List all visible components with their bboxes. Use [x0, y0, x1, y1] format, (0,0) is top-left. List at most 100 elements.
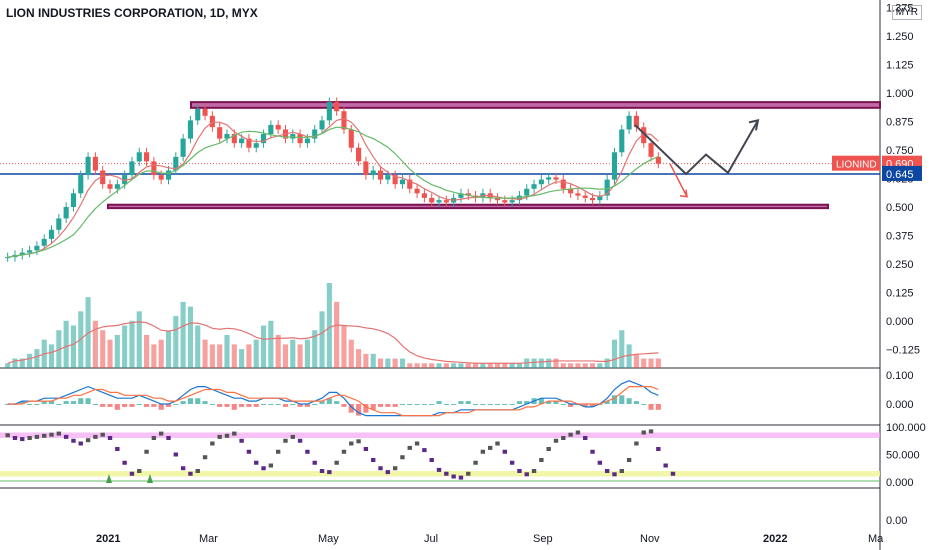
- macd-histogram-bar: [290, 404, 296, 405]
- volume-bar: [502, 363, 508, 368]
- stoch-dot: [583, 436, 588, 440]
- macd-histogram-bar: [524, 401, 530, 404]
- stoch-dot: [12, 436, 18, 440]
- candle-body: [356, 147, 362, 162]
- candle-body: [421, 193, 427, 198]
- macd-histogram-bar: [370, 404, 376, 410]
- candle-body: [312, 129, 318, 139]
- macd-histogram-bar: [78, 398, 84, 404]
- stoch-dot: [217, 434, 222, 439]
- candle-body: [436, 200, 442, 203]
- volume-bar: [531, 358, 537, 368]
- macd-histogram-bar: [363, 404, 369, 413]
- volume-bar: [202, 339, 208, 368]
- volume-bar: [165, 330, 172, 368]
- x-tick-label: Mar: [199, 533, 218, 545]
- stoch-dot: [670, 471, 676, 476]
- stoch-dot: [568, 432, 573, 437]
- volume-bar: [429, 363, 435, 368]
- stoch-dot: [144, 449, 149, 454]
- x-tick-label: Sep: [533, 533, 553, 545]
- volume-bar: [122, 325, 128, 368]
- volume-bar: [100, 330, 106, 368]
- candle-body: [414, 188, 420, 194]
- support-zone: [107, 203, 829, 210]
- macd-histogram-bar: [202, 401, 208, 404]
- candle-body: [575, 193, 581, 196]
- stoch-dot: [100, 432, 105, 437]
- volume-bar: [180, 301, 186, 368]
- volume-bar: [568, 363, 574, 368]
- macd-histogram-bar: [487, 404, 493, 405]
- stoch-dot: [400, 455, 405, 460]
- candle-body: [180, 138, 186, 157]
- stoch-dot: [341, 449, 347, 454]
- macd-histogram-bar: [312, 404, 318, 405]
- macd-histogram-bar: [473, 404, 479, 405]
- stoch-dot: [458, 475, 464, 480]
- candle-body: [341, 111, 347, 130]
- overbought-band: [0, 432, 880, 438]
- candle-body: [319, 120, 325, 130]
- stoch-dot: [663, 463, 668, 468]
- stoch-y-tick: 100.000: [886, 422, 926, 434]
- volume-bar: [348, 339, 354, 368]
- volume-bar: [70, 325, 77, 368]
- macd-histogram-bar: [239, 404, 245, 407]
- stoch-dot: [495, 441, 500, 446]
- volume-bar: [297, 344, 303, 368]
- macd-histogram-bar: [70, 401, 77, 404]
- y-tick-label: −0.125: [886, 345, 920, 357]
- candle-body: [560, 179, 566, 189]
- candle-body: [246, 138, 252, 148]
- currency-button[interactable]: MYR: [891, 5, 922, 20]
- stoch-dot: [392, 466, 398, 471]
- volume-bar: [151, 344, 157, 368]
- macd-histogram-bar: [63, 401, 69, 404]
- stoch-signal-marker: [106, 474, 112, 483]
- volume-bar: [158, 339, 164, 368]
- bottom-y-tick: 0.00: [886, 515, 907, 527]
- macd-histogram-bar: [399, 404, 406, 405]
- macd-histogram-bar: [180, 401, 186, 404]
- candle-body: [641, 127, 647, 144]
- x-tick-label: 2021: [96, 533, 120, 545]
- candle-body: [392, 175, 398, 185]
- volume-bar: [414, 363, 420, 368]
- support-value: 0.645: [886, 169, 914, 181]
- candle-body: [209, 115, 215, 128]
- macd-histogram-bar: [151, 404, 157, 407]
- macd-histogram-bar: [173, 404, 179, 405]
- volume-bar: [312, 330, 318, 368]
- candle-body: [85, 156, 91, 176]
- y-tick-label: 1.375: [886, 3, 914, 15]
- candle-body: [458, 193, 464, 198]
- y-tick-label: 0.500: [886, 202, 914, 214]
- macd-histogram-bar: [34, 404, 40, 405]
- volume-bar: [246, 344, 252, 368]
- stoch-dot: [575, 430, 581, 435]
- volume-bar: [92, 320, 98, 368]
- volume-bar: [341, 325, 347, 368]
- macd-histogram-bar: [516, 401, 522, 404]
- volume-bar: [648, 358, 654, 368]
- macd-histogram-bar: [275, 404, 281, 405]
- macd-histogram-bar: [568, 404, 574, 407]
- macd-histogram-bar: [224, 404, 230, 407]
- macd-histogram-bar: [268, 404, 274, 405]
- macd-histogram-bar: [392, 404, 398, 407]
- candle-body: [56, 218, 62, 230]
- stoch-y-tick: 50.000: [886, 450, 920, 462]
- volume-bar: [48, 344, 55, 368]
- stoch-dot: [597, 460, 603, 465]
- volume-bar: [538, 358, 544, 368]
- macd-histogram-bar: [260, 404, 267, 405]
- volume-bar: [473, 363, 479, 368]
- macd-histogram-bar: [209, 404, 215, 405]
- stoch-dot: [137, 469, 142, 473]
- stoch-dot: [180, 466, 186, 471]
- stoch-dot: [619, 469, 624, 473]
- signal-line: [7, 386, 659, 417]
- stoch-dot: [261, 466, 266, 471]
